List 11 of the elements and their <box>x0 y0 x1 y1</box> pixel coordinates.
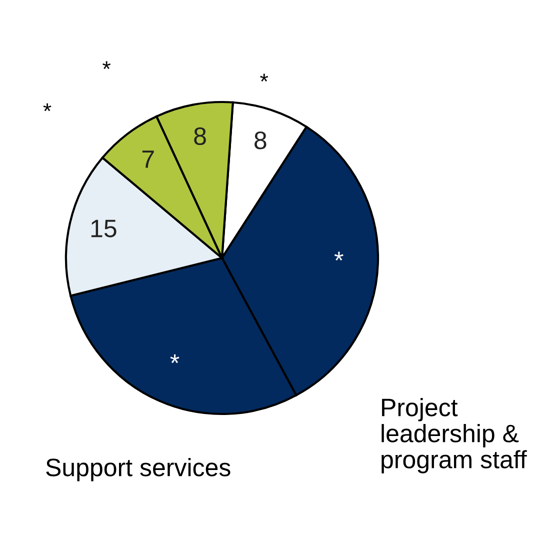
data-label: 8 <box>194 127 206 146</box>
slice-label: Support services <box>46 458 230 482</box>
data-label: * <box>334 252 344 261</box>
slice-label: Project leadership & program staff <box>382 398 527 474</box>
data-label: 7 <box>142 150 154 168</box>
text: * <box>43 103 52 112</box>
text: * <box>102 61 111 70</box>
data-label: 15 <box>91 220 116 238</box>
data-label: 8 <box>254 132 266 150</box>
data-label: * <box>170 354 180 364</box>
text: * <box>260 74 268 82</box>
